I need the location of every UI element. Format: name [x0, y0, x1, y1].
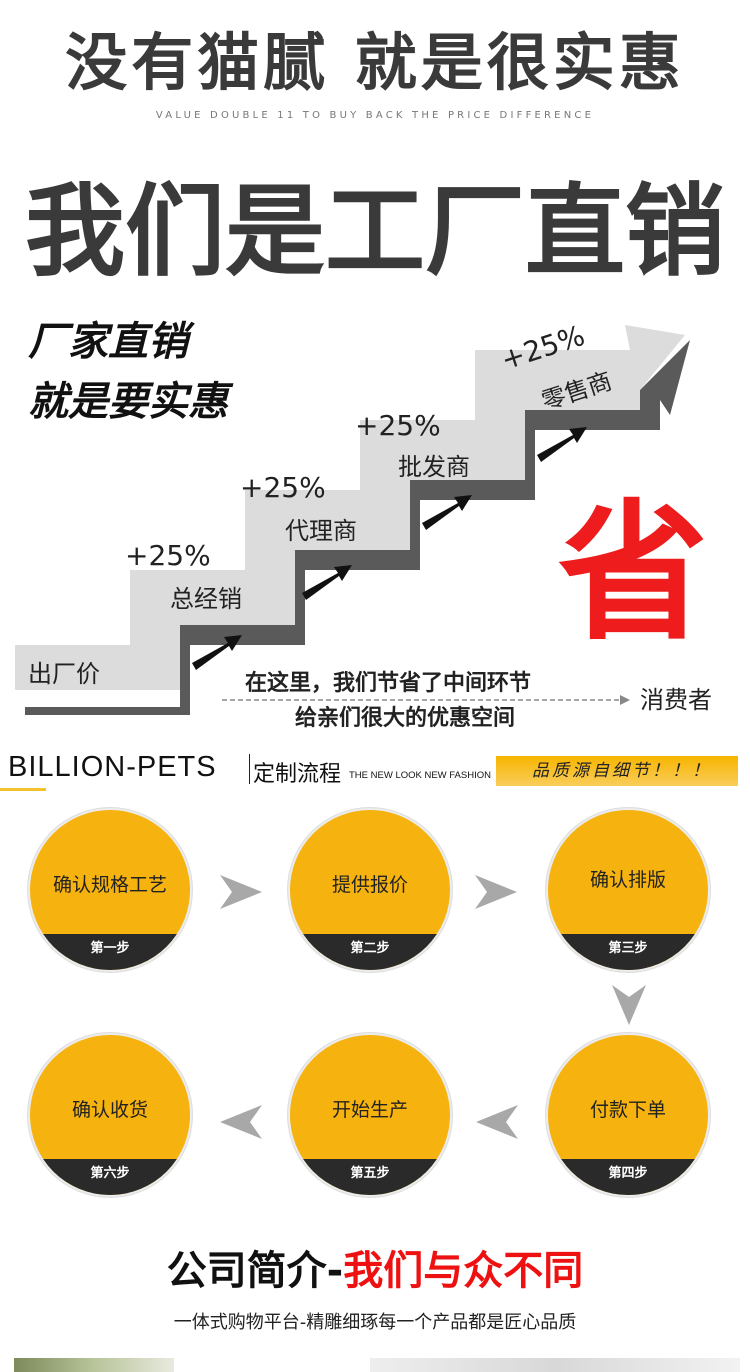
process-step-5: 开始生产 第五步 [288, 1033, 452, 1197]
step-number: 第一步 [30, 934, 190, 970]
step-label-distributor: 总经销 [170, 585, 242, 613]
header-subtitle: VALUE DOUBLE 11 TO BUY BACK THE PRICE DI… [155, 110, 595, 121]
company-title-black: 公司简介- [166, 1248, 344, 1294]
process-step-4: 付款下单 第四步 [546, 1033, 710, 1197]
company-photo-right [370, 1358, 740, 1372]
chevron-left-icon [476, 1105, 518, 1139]
dashed-arrow-head-icon [620, 695, 630, 705]
slogan-2: 就是要实惠 [28, 379, 234, 425]
step-label: 确认排版 [589, 869, 666, 891]
step-number: 第三步 [548, 934, 708, 970]
process-step-1: 确认规格工艺 第一步 [28, 808, 192, 972]
stair-body [15, 325, 685, 690]
step-label-factory: 出厂价 [28, 660, 100, 688]
header-title: 没有猫腻 就是很实惠 [65, 26, 685, 99]
chevron-left-icon [220, 1105, 262, 1139]
arrow-icon [302, 565, 352, 600]
step-label-agent: 代理商 [285, 517, 357, 545]
chevron-right-icon [475, 875, 517, 909]
note-line-1: 在这里，我们节省了中间环节 [245, 670, 531, 696]
process-step-2: 提供报价 第二步 [288, 808, 452, 972]
step-number: 第五步 [290, 1159, 450, 1195]
fashion-tagline: THE NEW LOOK NEW FASHION [349, 770, 491, 781]
step-label: 付款下单 [589, 1099, 666, 1121]
arrow-icons [192, 427, 587, 670]
slogan-1: 厂家直销 [28, 319, 195, 365]
process-step-6: 确认收货 第六步 [28, 1033, 192, 1197]
markup-2: +25% [240, 471, 326, 504]
divider [249, 754, 250, 784]
step-number: 第六步 [30, 1159, 190, 1195]
process-title: 定制流程 [253, 762, 342, 787]
arrow-icon [537, 427, 587, 462]
brand-name: BILLION-PETS [8, 751, 217, 783]
step-number: 第二步 [290, 934, 450, 970]
chevron-down-icon [612, 985, 646, 1025]
step-label: 确认规格工艺 [52, 874, 167, 896]
markup-3: +25% [355, 409, 441, 442]
headline: 我们是工厂直销 [25, 173, 725, 290]
company-title: 公司简介-我们与众不同 [0, 1238, 750, 1296]
step-number: 第四步 [548, 1159, 708, 1195]
quality-badge: 品质源自细节！！！ [496, 756, 738, 786]
arrow-icon [192, 635, 242, 670]
step-label: 确认收货 [71, 1099, 148, 1121]
process-arrows [220, 875, 646, 1139]
step-label-wholesaler: 批发商 [398, 453, 470, 481]
markup-1: +25% [125, 539, 211, 572]
step-label: 开始生产 [331, 1099, 408, 1121]
arrow-icon [422, 495, 472, 530]
company-subtitle: 一体式购物平台-精雕细琢每一个产品都是匠心品质 [173, 1312, 577, 1333]
price-staircase: 厂家直销 就是要实惠 出厂价 +25% 总经销 +25% 代理商 +25% 批发… [15, 319, 712, 731]
consumer-label: 消费者 [640, 686, 712, 714]
process-banner: BILLION-PETS 定制流程 THE NEW LOOK NEW FASHI… [0, 748, 750, 791]
save-character: 省 [558, 487, 708, 661]
company-title-red: 我们与众不同 [343, 1248, 584, 1294]
process-step-3: 确认排版 第三步 [546, 808, 710, 972]
company-photo-left [14, 1358, 174, 1372]
note-line-2: 给亲们很大的优惠空间 [295, 705, 515, 731]
brand-underline [0, 788, 46, 791]
step-label: 提供报价 [331, 874, 408, 896]
chevron-right-icon [220, 875, 262, 909]
